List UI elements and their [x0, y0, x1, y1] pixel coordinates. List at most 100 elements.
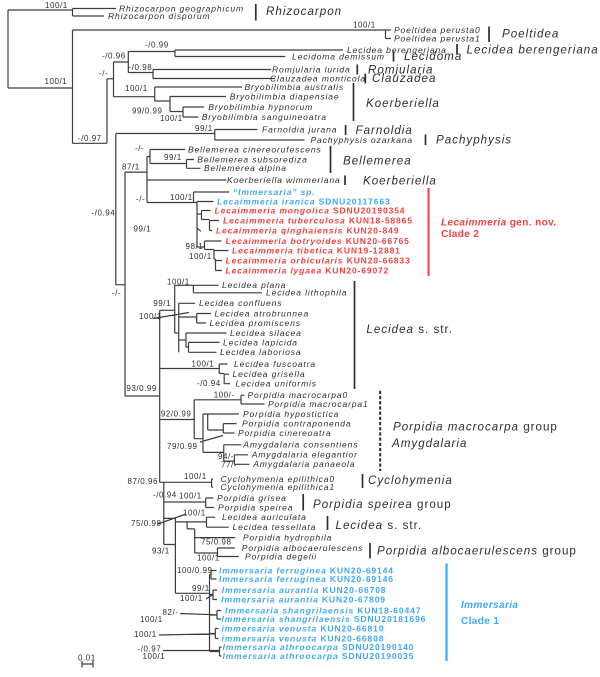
svg-text:Bellemerea: Bellemerea [343, 155, 412, 168]
svg-text:Lecidea plana: Lecidea plana [222, 280, 286, 290]
svg-text:Lecidea uniformis: Lecidea uniformis [236, 379, 317, 389]
svg-text:Amygdalaria consentiens: Amygdalaria consentiens [242, 440, 358, 450]
svg-text:Lecidea berengeriana: Lecidea berengeriana [347, 45, 447, 55]
svg-text:99/0.99: 99/0.99 [132, 107, 163, 116]
svg-text:Porpidia macrocarpa group: Porpidia macrocarpa group [393, 421, 558, 434]
svg-text:99/1: 99/1 [195, 124, 213, 133]
svg-text:Lecidea grisella: Lecidea grisella [233, 369, 306, 379]
svg-text:Clade 2: Clade 2 [441, 229, 479, 240]
svg-text:Amygdalaria elegantior: Amygdalaria elegantior [251, 450, 358, 460]
svg-text:82/-: 82/- [163, 608, 179, 617]
svg-text:Immersaria ferruginea KUN20-69: Immersaria ferruginea KUN20-69146 [219, 574, 394, 584]
svg-text:87/0.96: 87/0.96 [128, 477, 159, 486]
svg-text:Cyclohymenia: Cyclohymenia [368, 474, 453, 487]
svg-text:87/1: 87/1 [122, 163, 140, 172]
svg-text:93/1: 93/1 [152, 547, 170, 556]
svg-text:Lecidea lapicida: Lecidea lapicida [223, 337, 298, 347]
svg-text:-/0.97: -/0.97 [78, 134, 102, 143]
svg-text:Romjularia lurida: Romjularia lurida [272, 64, 351, 74]
svg-text:100/1: 100/1 [125, 84, 148, 93]
svg-text:-/0.94: -/0.94 [153, 491, 177, 500]
svg-text:75/0.98: 75/0.98 [201, 538, 232, 547]
svg-text:Immersaria ferruginea KUN20-69: Immersaria ferruginea KUN20-69144 [219, 565, 394, 575]
svg-text:Immersaria athroocarpa SDNU201: Immersaria athroocarpa SDNU20190140 [223, 642, 415, 652]
svg-text:100/1: 100/1 [143, 652, 166, 661]
svg-text:100/1: 100/1 [170, 193, 193, 202]
svg-text:-/0.96: -/0.96 [102, 52, 126, 61]
svg-text:99/1: 99/1 [192, 584, 210, 593]
svg-text:Porpidia macrocarpa1: Porpidia macrocarpa1 [268, 399, 369, 409]
svg-text:75/0.98: 75/0.98 [131, 519, 162, 528]
svg-text:100/-: 100/- [214, 391, 235, 400]
svg-text:Koerberiella: Koerberiella [366, 97, 440, 110]
svg-text:Porpidia albocaerulescens: Porpidia albocaerulescens [242, 543, 364, 553]
svg-text:“Immersaria” sp.: “Immersaria” sp. [233, 187, 315, 197]
svg-text:-/0.94: -/0.94 [92, 208, 116, 217]
svg-text:Lecaimmeria iranica SDNU201176: Lecaimmeria iranica SDNU20117663 [217, 196, 391, 206]
svg-text:Poeltidea perusta1: Poeltidea perusta1 [394, 33, 481, 43]
svg-text:-/-: -/- [135, 144, 144, 153]
svg-text:Lecaimmeria lygaea KUN20-69072: Lecaimmeria lygaea KUN20-69072 [226, 265, 390, 275]
svg-text:Bryobilimbia diapensiae: Bryobilimbia diapensiae [230, 91, 340, 101]
svg-text:98/1: 98/1 [186, 242, 204, 251]
svg-text:Pachyphysis: Pachyphysis [436, 133, 512, 146]
svg-text:100/1: 100/1 [197, 554, 220, 563]
svg-text:100/1: 100/1 [160, 114, 183, 123]
svg-text:Immersaria shangrilaensis KUN1: Immersaria shangrilaensis KUN18-60447 [225, 605, 421, 615]
svg-text:Lecidea tessellata: Lecidea tessellata [233, 522, 317, 532]
svg-text:Porpidia macrocarpa0: Porpidia macrocarpa0 [248, 390, 349, 400]
svg-text:Lecidea atrobrunnea: Lecidea atrobrunnea [215, 308, 310, 318]
svg-text:Romjularia: Romjularia [368, 64, 433, 77]
svg-text:Lecaimmeria orbicularis KUN20-: Lecaimmeria orbicularis KUN20-66833 [226, 255, 411, 265]
svg-text:-/-: -/- [112, 289, 121, 298]
svg-text:100/0.99: 100/0.99 [177, 566, 213, 575]
svg-text:Porpidia grisea: Porpidia grisea [217, 493, 287, 503]
svg-text:Lecidea auriculata: Lecidea auriculata [222, 512, 307, 522]
svg-text:Bryobilimbia australis: Bryobilimbia australis [245, 82, 344, 92]
svg-text:Bellemerea alpina: Bellemerea alpina [204, 163, 287, 173]
svg-text:Porpidia hypostictica: Porpidia hypostictica [243, 409, 339, 419]
svg-text:Immersaria: Immersaria [461, 600, 518, 611]
svg-text:Lecaimmeria tibetica KUN19-128: Lecaimmeria tibetica KUN19-12881 [232, 245, 401, 255]
svg-text:Immersaria shangrilaensis SDNU: Immersaria shangrilaensis SDNU20181696 [222, 614, 427, 624]
svg-text:Porpidia hydrophila: Porpidia hydrophila [243, 533, 332, 543]
svg-text:100/1: 100/1 [45, 77, 68, 86]
svg-text:Amygdalaria: Amygdalaria [391, 437, 467, 450]
svg-text:Lecaimmeria mongolica SDNU2019: Lecaimmeria mongolica SDNU20190354 [215, 205, 406, 215]
svg-text:Cyclohymenia epilithica1: Cyclohymenia epilithica1 [221, 482, 335, 492]
svg-text:100/1: 100/1 [45, 1, 68, 10]
svg-text:Koerberiella wimmeriana: Koerberiella wimmeriana [227, 175, 341, 185]
svg-text:99/1: 99/1 [153, 299, 171, 308]
svg-text:Lecaimmeria tuberculosa KUN18-: Lecaimmeria tuberculosa KUN18-58865 [223, 215, 413, 225]
svg-text:Lecidea s. str.: Lecidea s. str. [366, 323, 453, 336]
svg-text:93/0.99: 93/0.99 [126, 384, 157, 393]
svg-text:94/-: 94/- [218, 452, 234, 461]
svg-text:100/1: 100/1 [140, 615, 163, 624]
svg-text:100/1: 100/1 [167, 278, 190, 287]
svg-text:Porpidia albocaerulescens grou: Porpidia albocaerulescens group [377, 545, 577, 558]
svg-text:Immersaria athroocarpa SDNU201: Immersaria athroocarpa SDNU20190035 [223, 651, 415, 661]
svg-text:Lecidea fuscoatra: Lecidea fuscoatra [234, 359, 316, 369]
svg-text:Cyclohymenia epilithica0: Cyclohymenia epilithica0 [221, 474, 335, 484]
svg-text:100/1: 100/1 [189, 252, 212, 261]
svg-text:-/0.99: -/0.99 [145, 41, 169, 50]
svg-text:100/1: 100/1 [192, 360, 215, 369]
svg-text:0.01: 0.01 [78, 654, 96, 663]
svg-text:Poeltidea perusta0: Poeltidea perusta0 [394, 25, 481, 35]
svg-text:Porpidia contraponenda: Porpidia contraponenda [242, 419, 351, 429]
svg-text:Immersaria aurantia KUN20-6670: Immersaria aurantia KUN20-66708 [222, 585, 387, 595]
svg-text:-/-: -/- [99, 69, 108, 78]
svg-text:Clauzadea: Clauzadea [372, 72, 436, 85]
svg-text:immersaria venusta KUN20-66808: immersaria venusta KUN20-66808 [222, 633, 385, 643]
svg-text:Lecidea silacea: Lecidea silacea [230, 328, 302, 338]
svg-text:100/1: 100/1 [353, 21, 376, 30]
svg-text:100/1: 100/1 [134, 630, 157, 639]
svg-text:Farnoldia jurana: Farnoldia jurana [262, 124, 337, 134]
svg-text:Lecidea laboriosa: Lecidea laboriosa [220, 347, 301, 357]
svg-text:Koerberiella: Koerberiella [363, 174, 437, 187]
svg-text:100/1: 100/1 [179, 492, 202, 501]
svg-text:100/1: 100/1 [184, 472, 207, 481]
svg-text:-/-: -/- [136, 194, 145, 203]
svg-text:Lecaimmeria qinghaiensis KUN20: Lecaimmeria qinghaiensis KUN20-849 [216, 225, 399, 235]
svg-text:100/1: 100/1 [180, 594, 203, 603]
